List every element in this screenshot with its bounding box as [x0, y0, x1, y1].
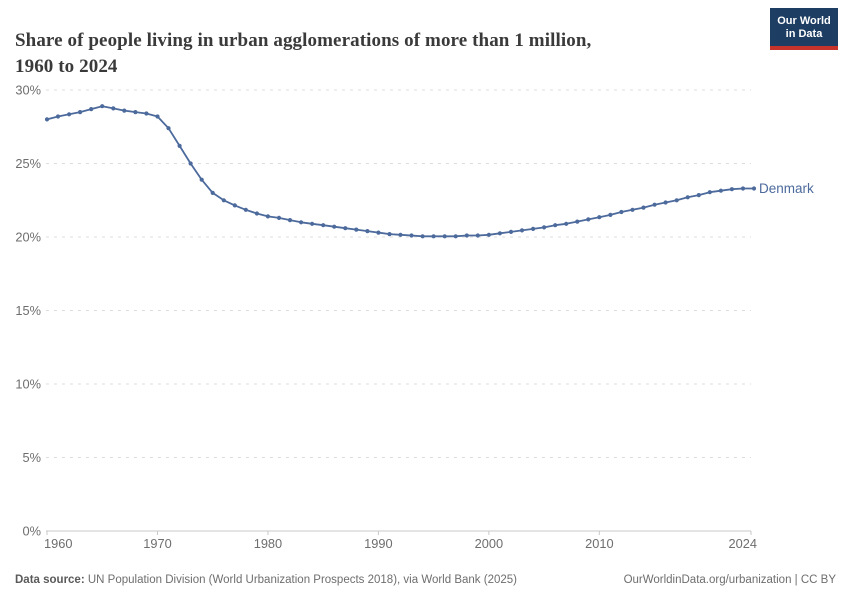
data-point[interactable]	[542, 225, 547, 230]
data-point[interactable]	[166, 126, 171, 131]
data-point[interactable]	[343, 226, 348, 231]
footer-link[interactable]: OurWorldinData.org/urbanization | CC BY	[623, 574, 836, 586]
data-point[interactable]	[475, 233, 480, 238]
data-point[interactable]	[608, 212, 613, 217]
data-point[interactable]	[332, 224, 337, 229]
data-point[interactable]	[575, 219, 580, 224]
data-line[interactable]	[46, 105, 755, 238]
data-point[interactable]	[144, 111, 149, 116]
data-point[interactable]	[254, 211, 259, 216]
data-point[interactable]	[696, 193, 701, 198]
data-point[interactable]	[431, 234, 436, 239]
x-tick-label: 2000	[475, 536, 503, 551]
data-point[interactable]	[586, 217, 591, 222]
data-point[interactable]	[376, 230, 381, 235]
owid-logo-line1: Our World	[777, 15, 831, 27]
y-tick-label: 25%	[15, 156, 41, 171]
y-tick-label: 20%	[15, 230, 41, 245]
data-point[interactable]	[155, 114, 160, 119]
data-point[interactable]	[67, 112, 72, 117]
chart-title: Share of people living in urban agglomer…	[15, 28, 760, 80]
data-point[interactable]	[188, 161, 193, 166]
y-tick-label: 30%	[15, 83, 41, 98]
data-point[interactable]	[718, 188, 724, 193]
data-point[interactable]	[674, 198, 679, 203]
data-point[interactable]	[133, 110, 138, 115]
data-point[interactable]	[111, 106, 116, 111]
owid-logo[interactable]: Our World in Data	[770, 8, 838, 50]
data-point[interactable]	[299, 220, 304, 225]
data-point[interactable]	[398, 232, 403, 237]
x-tick-label: 2024	[729, 536, 757, 551]
data-point[interactable]	[265, 214, 270, 219]
data-point[interactable]	[122, 108, 127, 113]
data-point[interactable]	[630, 207, 635, 212]
data-point[interactable]	[221, 198, 226, 203]
x-tick-label: 2010	[585, 536, 613, 551]
data-source: Data source: UN Population Division (Wor…	[15, 574, 517, 586]
data-point[interactable]	[453, 234, 458, 239]
y-tick-label: 0%	[23, 524, 42, 539]
series-label: Denmark	[759, 181, 814, 196]
data-point[interactable]	[729, 187, 735, 192]
data-point[interactable]	[531, 226, 536, 231]
data-point[interactable]	[497, 231, 502, 236]
line-chart[interactable]: 0% 5% 10% 15% 20% 25% 30% 1960 1970 1980 1990 2000 2…	[0, 75, 850, 553]
data-point[interactable]	[508, 229, 514, 234]
data-point[interactable]	[365, 229, 370, 234]
data-source-text: UN Population Division (World Urbanizati…	[87, 574, 517, 586]
data-point[interactable]	[44, 117, 50, 122]
chart-title-line2: 1960 to 2024	[15, 55, 118, 77]
data-point[interactable]	[641, 205, 646, 210]
data-point[interactable]	[232, 203, 237, 208]
x-tick-label: 1990	[364, 536, 392, 551]
chart-title-line1: Share of people living in urban agglomer…	[15, 29, 592, 51]
x-tick-label: 1980	[254, 536, 282, 551]
data-point[interactable]	[464, 233, 469, 238]
data-point[interactable]	[100, 104, 105, 109]
data-point[interactable]	[243, 207, 248, 212]
data-point[interactable]	[321, 223, 326, 228]
data-point[interactable]	[210, 190, 215, 195]
data-point[interactable]	[287, 218, 293, 223]
data-point[interactable]	[55, 114, 61, 119]
data-point[interactable]	[564, 221, 569, 226]
data-point[interactable]	[597, 215, 602, 220]
data-point[interactable]	[420, 234, 425, 239]
data-point[interactable]	[619, 209, 624, 215]
data-point[interactable]	[89, 107, 94, 112]
data-point[interactable]	[409, 233, 414, 238]
owid-logo-line2: in Data	[785, 28, 823, 40]
y-tick-label: 15%	[15, 303, 41, 318]
data-point[interactable]	[740, 186, 746, 191]
data-point[interactable]	[276, 215, 282, 220]
data-point[interactable]	[553, 223, 558, 228]
data-point[interactable]	[78, 110, 83, 115]
data-point[interactable]	[663, 200, 668, 205]
data-point[interactable]	[310, 221, 315, 226]
data-point[interactable]	[751, 186, 757, 191]
data-point[interactable]	[519, 228, 525, 233]
data-point[interactable]	[199, 177, 204, 182]
data-point[interactable]	[177, 143, 182, 148]
data-point[interactable]	[486, 232, 491, 237]
data-point[interactable]	[652, 202, 657, 207]
data-point[interactable]	[387, 232, 392, 237]
data-point[interactable]	[707, 190, 712, 195]
x-tick-label: 1970	[143, 536, 171, 551]
y-tick-label: 10%	[15, 377, 41, 392]
x-tick-label: 1960	[44, 536, 72, 551]
data-source-label: Data source:	[15, 574, 85, 586]
data-point[interactable]	[685, 195, 690, 200]
data-point[interactable]	[442, 234, 447, 239]
data-point[interactable]	[354, 227, 359, 232]
y-tick-label: 5%	[23, 450, 42, 465]
chart-footer: Data source: UN Population Division (Wor…	[15, 574, 836, 586]
